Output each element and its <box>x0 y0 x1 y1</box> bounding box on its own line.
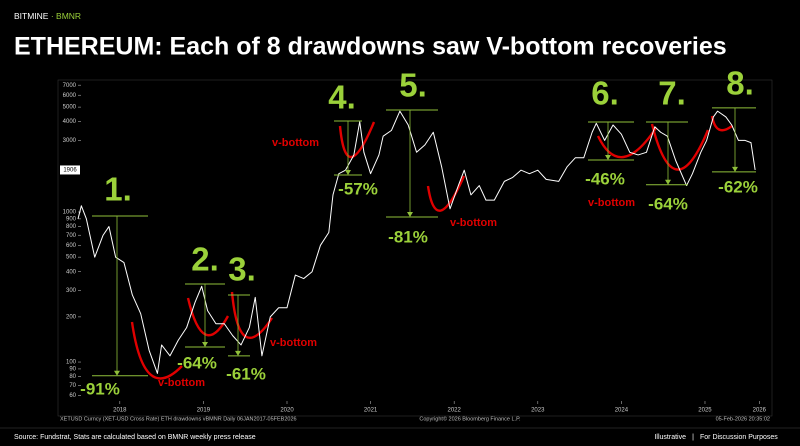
source: Source: Fundstrat, Stats are calculated … <box>14 434 256 441</box>
y-tick-label: 900 <box>66 216 77 222</box>
y-tick-label: 600 <box>66 243 77 249</box>
y-tick-label: 200 <box>66 314 77 320</box>
drawdown-number: 8. <box>726 65 754 102</box>
v-curve <box>650 123 710 171</box>
drawdown-number: 5. <box>399 67 427 104</box>
y-tick-label: 80 <box>69 374 76 380</box>
v-bottom-label: v-bottom <box>270 337 317 349</box>
separator: · <box>48 11 56 21</box>
y-tick-label: 60 <box>69 393 76 399</box>
y-tick-label: 70 <box>69 383 76 389</box>
price-line <box>77 110 756 374</box>
drawdown-number: 6. <box>591 75 619 112</box>
bloomberg-footer: Copyright© 2026 Bloomberg Finance L.P. <box>419 415 521 422</box>
y-tick-label: 4000 <box>63 119 77 125</box>
arrow-head <box>605 155 611 161</box>
x-tick-label: 2023 <box>531 408 545 414</box>
v-bottom-label: v-bottom <box>588 197 635 209</box>
drawdown-number: 4. <box>328 79 356 116</box>
v-bottom-label: v-bottom <box>158 377 205 389</box>
y-tick-label: 90 <box>69 366 76 372</box>
arrow-head <box>665 179 671 185</box>
v-curve <box>426 175 466 212</box>
y-tick-label: 800 <box>66 224 77 230</box>
y-tick-label: 100 <box>66 360 77 366</box>
disclaimer: For Discussion Purposes <box>700 434 778 441</box>
y-tick-label: 7000 <box>63 83 77 89</box>
drawdown-change: -64% <box>177 353 217 372</box>
x-tick-label: 2025 <box>698 408 712 414</box>
drawdown-number: 2. <box>191 241 219 278</box>
drawdown-change: -46% <box>585 169 625 188</box>
drawdown-change: -81% <box>388 227 428 246</box>
y-tick-label: 500 <box>66 255 77 261</box>
y-tick-label: 6000 <box>63 93 77 99</box>
arrow-head <box>407 212 413 218</box>
v-curve <box>596 127 657 159</box>
last-value-label: 1906 <box>63 168 77 174</box>
y-tick-label: 5000 <box>63 105 77 111</box>
drawdown-change: -64% <box>648 194 688 213</box>
y-tick-label: 700 <box>66 233 77 239</box>
v-bottom-label: v-bottom <box>450 217 497 229</box>
y-tick-label: 3000 <box>63 138 77 144</box>
drawdown-change: -91% <box>80 379 120 398</box>
brand-name: BITMINE <box>14 11 49 21</box>
bloomberg-footer: 05-Feb-2026 20:35:02 <box>716 416 770 422</box>
drawdown-change: -62% <box>718 177 758 196</box>
drawdown-number: 1. <box>104 171 132 208</box>
brand: BITMINE · BMNR <box>14 11 81 21</box>
bloomberg-footer: XETUSD Curncy (XET-USD Cross Rate) ETH d… <box>60 416 297 422</box>
x-tick-label: 2021 <box>364 408 378 414</box>
x-tick-label: 2026 <box>753 408 767 414</box>
chart-frame <box>57 79 773 417</box>
arrow-head <box>114 370 120 376</box>
x-tick-label: 2022 <box>448 408 462 414</box>
arrow-head <box>202 341 208 347</box>
drawdown-change: -57% <box>338 179 378 198</box>
arrow-head <box>345 169 351 175</box>
drawdown-number: 7. <box>658 75 686 112</box>
y-tick-label: 400 <box>66 269 77 275</box>
drawdown-number: 3. <box>228 251 256 288</box>
arrow-head <box>235 350 241 356</box>
y-tick-label: 300 <box>66 288 77 294</box>
v-bottom-label: v-bottom <box>272 137 319 149</box>
x-tick-label: 2018 <box>113 408 127 414</box>
disclaimer: Illustrative <box>654 434 686 441</box>
x-tick-label: 2020 <box>280 408 294 414</box>
v-curve <box>130 321 183 380</box>
chart-title: ETHEREUM: Each of 8 drawdowns saw V-bott… <box>14 33 727 61</box>
drawdown-change: -61% <box>226 364 266 383</box>
divider: | <box>692 434 694 441</box>
v-curve <box>338 121 376 159</box>
ticker: BMNR <box>56 11 81 21</box>
x-tick-label: 2019 <box>197 408 211 414</box>
last-value-box <box>60 165 80 175</box>
y-tick-label: 1000 <box>63 210 77 216</box>
x-tick-label: 2024 <box>615 408 629 414</box>
arrow-head <box>732 166 738 172</box>
